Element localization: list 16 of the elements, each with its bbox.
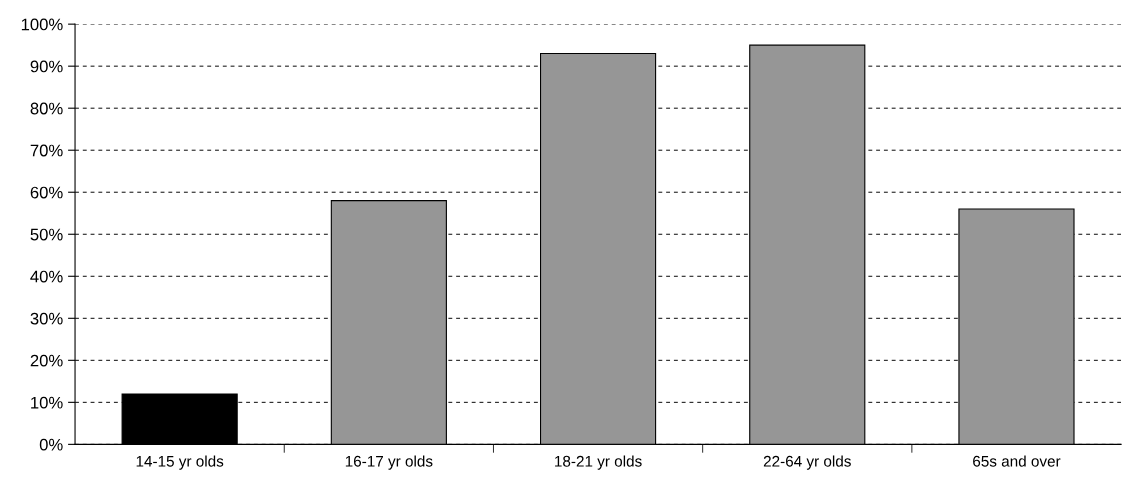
y-tick-label: 80%: [30, 102, 63, 115]
y-tick-label: 90%: [30, 60, 63, 73]
y-tick-label: 30%: [30, 312, 63, 325]
x-tick-label: 22-64 yr olds: [763, 455, 851, 470]
y-tick-label: 40%: [30, 270, 63, 283]
y-tick-label: 50%: [30, 228, 63, 241]
x-tick-label: 16-17 yr olds: [345, 455, 433, 470]
y-tick-label: 20%: [30, 354, 63, 367]
y-tick-label: 0%: [39, 438, 63, 451]
y-tick-label: 70%: [30, 144, 63, 157]
y-tick-label: 100%: [21, 18, 63, 31]
x-tick-label: 18-21 yr olds: [555, 455, 642, 470]
y-tick-label: 10%: [31, 396, 63, 409]
x-tick-label: 14-15 yr olds: [136, 455, 224, 470]
y-tick-label: 60%: [30, 186, 63, 199]
x-tick-label: 65s and over: [973, 455, 1061, 467]
